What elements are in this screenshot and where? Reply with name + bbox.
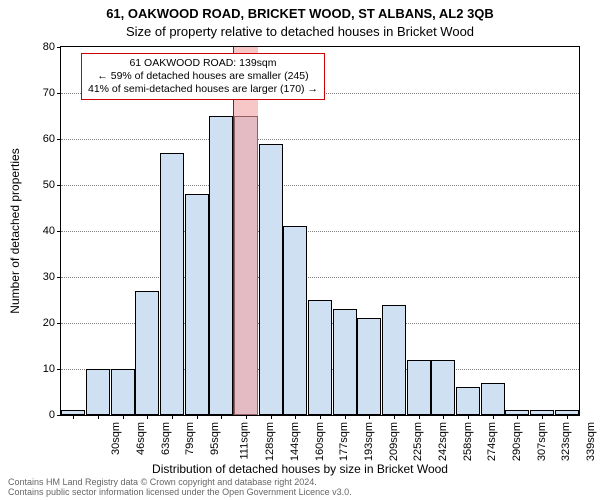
ytick-label: 30 [15, 271, 55, 283]
xtick-mark [369, 415, 370, 419]
xtick-mark [73, 415, 74, 419]
gridline [61, 277, 579, 278]
annotation-line-1: 61 OAKWOOD ROAD: 139sqm [88, 57, 318, 70]
histogram-bar [431, 360, 455, 415]
histogram-bar [382, 305, 406, 415]
xtick-label: 177sqm [338, 422, 350, 461]
xtick-label: 209sqm [388, 422, 400, 461]
ytick-label: 20 [15, 317, 55, 329]
xtick-label: 323sqm [560, 422, 572, 461]
xtick-mark [147, 415, 148, 419]
chart-title: Size of property relative to detached ho… [0, 24, 600, 39]
histogram-bar [86, 369, 110, 415]
ytick-label: 40 [15, 225, 55, 237]
xtick-mark [443, 415, 444, 419]
plot-area: 61 OAKWOOD ROAD: 139sqm← 59% of detached… [60, 46, 580, 416]
ytick-mark [57, 277, 61, 278]
histogram-bar [283, 226, 307, 415]
histogram-bar [111, 369, 135, 415]
ytick-mark [57, 415, 61, 416]
xtick-mark [345, 415, 346, 419]
xtick-mark [394, 415, 395, 419]
histogram-bar [407, 360, 431, 415]
xtick-mark [295, 415, 296, 419]
histogram-bar [456, 387, 480, 415]
ytick-label: 80 [15, 41, 55, 53]
xtick-label: 242sqm [437, 422, 449, 461]
highlight-column [234, 47, 258, 415]
xtick-label: 144sqm [289, 422, 301, 461]
annotation-box: 61 OAKWOOD ROAD: 139sqm← 59% of detached… [81, 53, 325, 100]
ytick-label: 0 [15, 409, 55, 421]
suptitle: 61, OAKWOOD ROAD, BRICKET WOOD, ST ALBAN… [0, 6, 600, 21]
ytick-mark [57, 93, 61, 94]
ytick-label: 60 [15, 133, 55, 145]
xtick-label: 160sqm [314, 422, 326, 461]
ytick-label: 70 [15, 87, 55, 99]
xtick-label: 46sqm [135, 422, 147, 455]
marker-line [233, 47, 234, 415]
xtick-mark [542, 415, 543, 419]
xtick-mark [517, 415, 518, 419]
histogram-bar [209, 116, 233, 415]
ytick-label: 10 [15, 363, 55, 375]
xtick-mark [172, 415, 173, 419]
ytick-mark [57, 185, 61, 186]
xtick-mark [468, 415, 469, 419]
ytick-mark [57, 323, 61, 324]
ytick-label: 50 [15, 179, 55, 191]
ytick-mark [57, 47, 61, 48]
xtick-label: 63sqm [160, 422, 172, 455]
histogram-bar [357, 318, 381, 415]
histogram-bar [185, 194, 209, 415]
annotation-line-2: ← 59% of detached houses are smaller (24… [88, 70, 318, 83]
xtick-mark [320, 415, 321, 419]
xtick-label: 258sqm [462, 422, 474, 461]
xtick-mark [246, 415, 247, 419]
xtick-label: 307sqm [536, 422, 548, 461]
xtick-mark [493, 415, 494, 419]
xtick-label: 128sqm [264, 422, 276, 461]
histogram-bar [160, 153, 184, 415]
histogram-bar [333, 309, 357, 415]
xtick-mark [221, 415, 222, 419]
gridline [61, 139, 579, 140]
histogram-bar [308, 300, 332, 415]
xtick-label: 111sqm [238, 422, 250, 460]
xtick-label: 193sqm [363, 422, 375, 461]
xtick-mark [419, 415, 420, 419]
xtick-label: 30sqm [110, 422, 122, 455]
xtick-mark [271, 415, 272, 419]
gridline [61, 185, 579, 186]
xtick-label: 274sqm [486, 422, 498, 461]
histogram-bar [135, 291, 159, 415]
footer: Contains HM Land Registry data © Crown c… [8, 478, 352, 498]
xtick-label: 339sqm [585, 422, 597, 461]
histogram-bar [481, 383, 505, 415]
xtick-mark [123, 415, 124, 419]
xtick-label: 79sqm [184, 422, 196, 455]
xtick-mark [98, 415, 99, 419]
footer-line-2: Contains public sector information licen… [8, 488, 352, 498]
xtick-mark [567, 415, 568, 419]
xtick-label: 225sqm [412, 422, 424, 461]
xtick-label: 95sqm [209, 422, 221, 455]
x-axis-label: Distribution of detached houses by size … [0, 462, 600, 476]
annotation-line-3: 41% of semi-detached houses are larger (… [88, 83, 318, 96]
figure: 61, OAKWOOD ROAD, BRICKET WOOD, ST ALBAN… [0, 0, 600, 500]
ytick-mark [57, 369, 61, 370]
xtick-label: 290sqm [511, 422, 523, 461]
histogram-bar [259, 144, 283, 415]
gridline [61, 231, 579, 232]
ytick-mark [57, 139, 61, 140]
ytick-mark [57, 231, 61, 232]
xtick-mark [197, 415, 198, 419]
